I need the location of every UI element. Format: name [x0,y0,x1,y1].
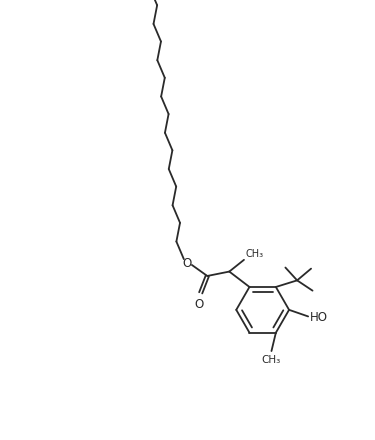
Text: O: O [195,298,204,311]
Text: CH₃: CH₃ [262,355,281,365]
Text: HO: HO [310,311,328,324]
Text: O: O [182,257,191,270]
Text: CH₃: CH₃ [245,249,263,259]
